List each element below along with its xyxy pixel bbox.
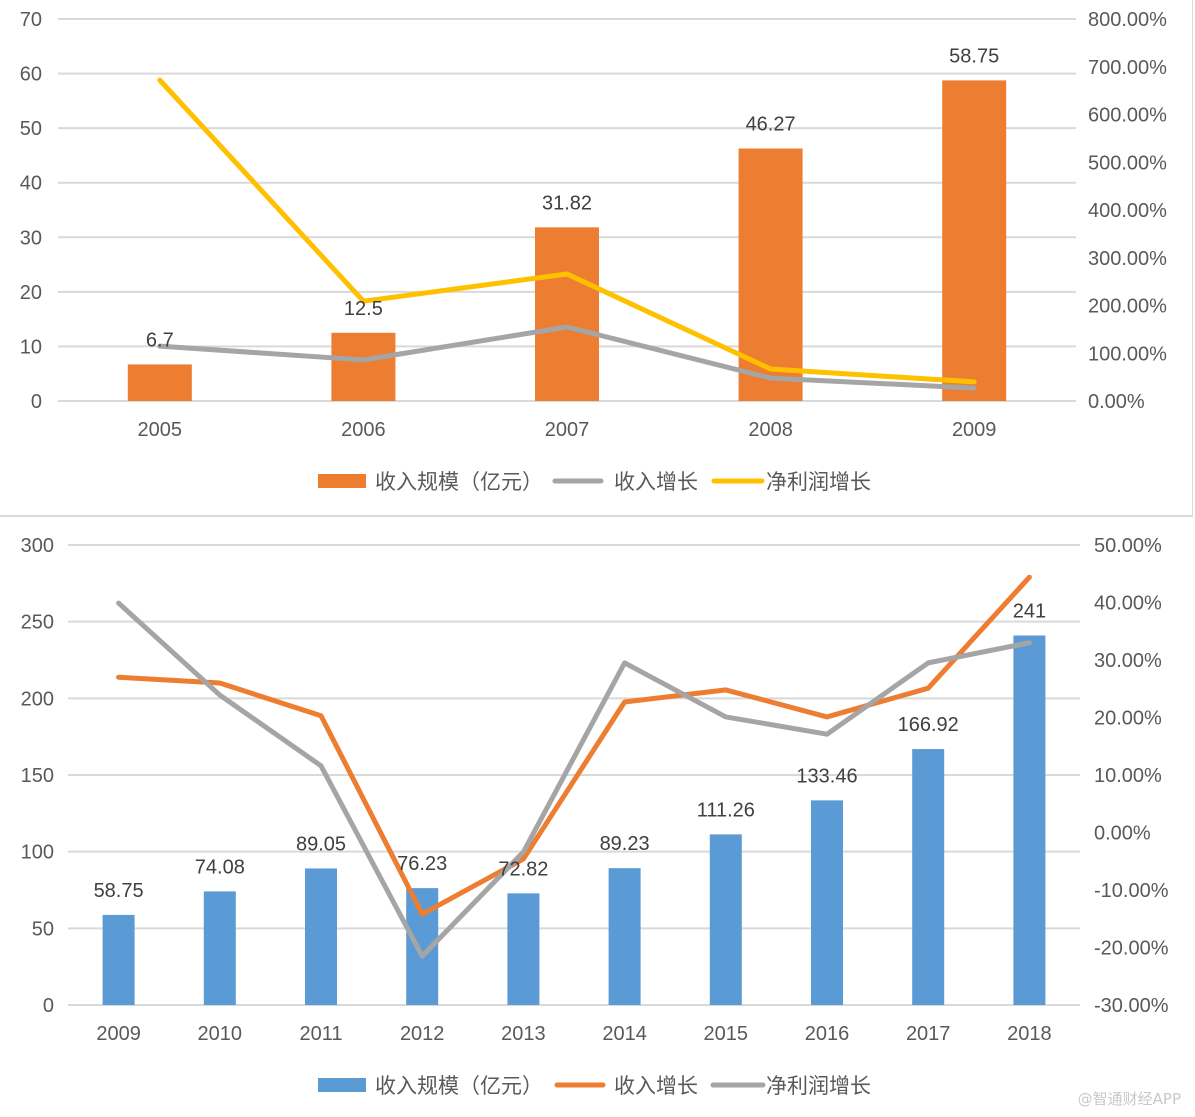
y2-axis-tick-label: -30.00%	[1094, 995, 1169, 1017]
bar	[535, 227, 599, 401]
bar	[1013, 635, 1046, 1005]
x-axis-tick-label: 2015	[704, 1023, 749, 1045]
x-axis-tick-label: 2018	[1007, 1023, 1052, 1045]
y-axis-tick-label: 0	[43, 995, 54, 1017]
y2-axis-tick-label: 30.00%	[1094, 650, 1162, 672]
y-axis-tick-label: 200	[21, 688, 54, 710]
data-label: 89.23	[600, 833, 650, 855]
line-series-net-profit-growth	[116, 600, 1032, 959]
x-axis-tick-label: 2012	[400, 1023, 445, 1045]
bar	[738, 148, 803, 401]
y-axis-tick-label: 100	[21, 842, 54, 864]
data-label: 31.82	[542, 192, 592, 214]
y2-axis-tick-label: 700.00%	[1088, 57, 1167, 79]
data-label: 133.46	[796, 765, 857, 787]
x-axis-tick-label: 2014	[602, 1023, 647, 1045]
data-label: 111.26	[697, 799, 755, 821]
x-axis-tick-label: 2009	[96, 1023, 141, 1045]
x-axis-tick-label: 2016	[805, 1023, 850, 1045]
legend-label: 收入增长	[614, 1074, 698, 1098]
y-axis-tick-label: 40	[20, 173, 42, 195]
y-axis-tick-label: 150	[21, 765, 54, 787]
top-chart-panel: 0 10 20 30 40 50 60 70 0.00% 100.00% 200.00% 300.00…	[0, 0, 1193, 517]
y2-axis-tick-label: 0.00%	[1088, 391, 1145, 413]
x-axis-tick-label: 2017	[906, 1023, 951, 1045]
y2-axis-tick-label: 800.00%	[1088, 9, 1167, 31]
line-series-net-profit-growth	[157, 77, 977, 385]
legend-swatch-bar	[318, 474, 366, 488]
y2-axis-tick-label: 20.00%	[1094, 708, 1162, 730]
y2-axis-tick-label: 400.00%	[1088, 200, 1167, 222]
data-label: 6.7	[146, 329, 174, 351]
x-axis-tick-label: 2013	[501, 1023, 546, 1045]
line-series-revenue-growth	[157, 324, 977, 391]
legend-label: 收入规模（亿元）	[375, 1074, 543, 1098]
bar	[912, 749, 945, 1005]
top-chart: 0102030405060700.00%100.00%200.00%300.00…	[20, 9, 1167, 494]
y2-axis-tick-label: 100.00%	[1088, 343, 1167, 365]
y-axis-tick-label: 10	[20, 336, 42, 358]
legend-label: 净利润增长	[766, 1074, 871, 1098]
y2-axis-tick-label: -10.00%	[1094, 880, 1169, 902]
watermark: @智通财经APP	[1077, 1090, 1181, 1108]
bar	[942, 80, 1007, 402]
y2-axis-tick-label: 600.00%	[1088, 105, 1167, 127]
data-label: 12.5	[344, 298, 383, 320]
bar	[709, 834, 742, 1005]
legend-label: 净利润增长	[766, 470, 871, 494]
y-axis-tick-label: 50	[32, 918, 54, 940]
legend-label: 收入增长	[614, 470, 698, 494]
y2-axis-tick-label: 10.00%	[1094, 765, 1162, 787]
bar	[811, 800, 843, 1005]
data-label: 46.27	[746, 113, 796, 135]
bar	[507, 893, 540, 1005]
x-axis-tick-label: 2008	[748, 419, 793, 441]
data-label: 166.92	[898, 714, 959, 736]
x-axis-tick-label: 2011	[299, 1023, 342, 1045]
data-label: 89.05	[296, 833, 346, 855]
y-axis-tick-label: 60	[20, 64, 42, 86]
bar	[608, 868, 641, 1005]
bar	[127, 364, 192, 401]
y-axis-tick-label: 30	[20, 227, 42, 249]
y2-axis-tick-label: 40.00%	[1094, 593, 1162, 615]
x-axis-tick-label: 2007	[545, 419, 590, 441]
data-label: 72.82	[498, 858, 548, 880]
y2-axis-tick-label: 0.00%	[1094, 823, 1151, 845]
y2-axis-tick-label: 200.00%	[1088, 296, 1167, 318]
y-axis-tick-label: 0	[31, 391, 42, 413]
legend-label: 收入规模（亿元）	[375, 470, 543, 494]
x-axis-tick-label: 2010	[198, 1023, 243, 1045]
data-label: 74.08	[195, 856, 245, 878]
bottom-chart-panel: 0 50 100 150 200 250 300 -30.00% -20.00% -10.00% 0…	[0, 518, 1195, 1117]
y-axis-tick-label: 250	[21, 612, 54, 634]
bar	[102, 914, 135, 1005]
y-axis-tick-label: 20	[20, 282, 42, 304]
x-axis-tick-label: 2006	[341, 419, 386, 441]
y2-axis-tick-label: 500.00%	[1088, 152, 1167, 174]
data-label: 76.23	[397, 853, 447, 875]
bar	[331, 332, 396, 401]
data-label: 58.75	[949, 45, 999, 67]
legend-swatch-bar	[318, 1078, 366, 1092]
data-label: 241	[1013, 600, 1046, 622]
y-axis-tick-label: 70	[20, 9, 42, 31]
data-label: 58.75	[94, 880, 144, 902]
line-series-revenue-growth	[116, 574, 1032, 917]
bar	[305, 868, 337, 1005]
y2-axis-tick-label: 300.00%	[1088, 248, 1167, 270]
y-axis-tick-label: 50	[20, 118, 42, 140]
y2-axis-tick-label: 50.00%	[1094, 535, 1162, 557]
x-axis-tick-label: 2005	[138, 419, 183, 441]
bottom-chart: 0 50 100 150 200 250 300 -30.00% -20.00% -10.00% 0…	[21, 535, 1169, 1098]
y2-axis-tick-label: -20.00%	[1094, 938, 1169, 960]
y-axis-tick-label: 300	[21, 535, 54, 557]
bar	[203, 891, 236, 1005]
x-axis-tick-label: 2009	[952, 419, 997, 441]
